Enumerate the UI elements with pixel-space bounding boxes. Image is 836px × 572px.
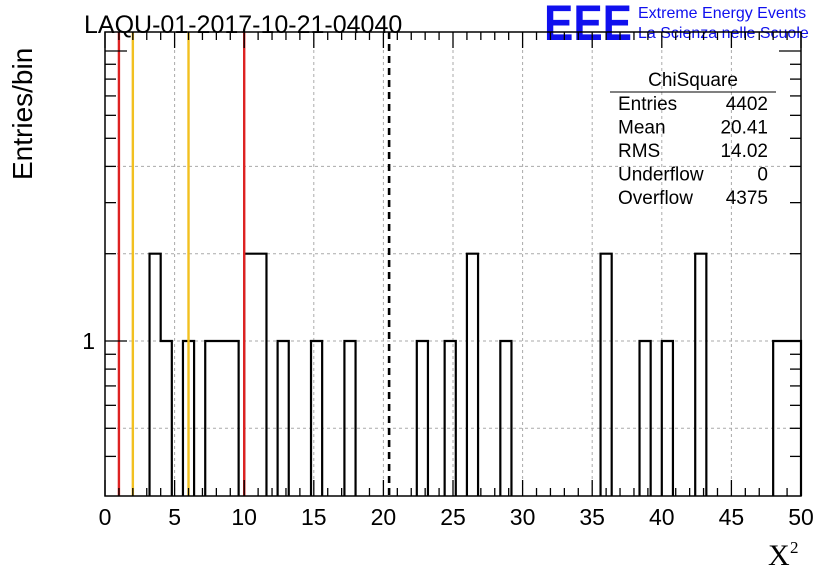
histogram-bin — [773, 341, 784, 496]
stats-row-value: 20.41 — [720, 118, 768, 139]
histogram-bin — [344, 341, 355, 496]
x-axis-label-superscript: 2 — [790, 538, 799, 557]
stats-row-label: RMS — [618, 141, 660, 162]
histogram-bin — [601, 254, 612, 496]
y-tick-label: 1 — [82, 328, 95, 354]
x-tick-label: 40 — [649, 504, 675, 530]
x-tick-labels: 0 5 10 15 20 25 30 35 40 45 50 — [99, 504, 814, 530]
stats-row-label: Overflow — [618, 188, 693, 209]
x-axis-label: X 2 — [768, 538, 799, 572]
logo-line-1: Extreme Energy Events — [638, 5, 806, 22]
histogram-bin — [695, 254, 706, 496]
x-tick-label: 10 — [231, 504, 257, 530]
x-tick-label: 0 — [99, 504, 112, 530]
x-tick-label: 35 — [579, 504, 605, 530]
histogram-bin — [500, 341, 511, 496]
x-axis-label-main: X — [768, 539, 790, 572]
stats-row-value: 14.02 — [720, 141, 768, 162]
histogram-bin — [467, 254, 478, 496]
histogram-bin — [784, 341, 795, 496]
histogram-bin — [445, 341, 456, 496]
x-tick-label: 45 — [719, 504, 745, 530]
stats-row-label: Entries — [618, 94, 677, 115]
stats-row-value: 4402 — [726, 94, 768, 115]
histogram-bars — [148, 252, 803, 496]
x-tick-label: 5 — [168, 504, 181, 530]
histogram-bin — [216, 341, 227, 496]
y-tick-labels: 1 — [82, 328, 95, 354]
stats-row-value: 4375 — [726, 188, 768, 209]
stats-row-label: Mean — [618, 118, 666, 139]
histogram-bin — [150, 254, 161, 496]
axis-ticks — [104, 32, 802, 496]
histogram-bin — [417, 341, 428, 496]
histogram-bin — [278, 341, 289, 496]
stats-title: ChiSquare — [648, 70, 738, 91]
logo-line-2: La Scienza nelle Scuole — [638, 25, 809, 42]
logo-mark: EEE — [544, 0, 632, 51]
x-tick-label: 30 — [510, 504, 536, 530]
histogram-bin — [640, 341, 651, 496]
histogram-bin — [205, 341, 216, 496]
histogram-bin — [311, 341, 322, 496]
histogram-bin — [255, 254, 266, 496]
x-tick-label: 15 — [301, 504, 327, 530]
x-tick-label: 50 — [788, 504, 814, 530]
x-tick-label: 20 — [371, 504, 397, 530]
stats-row-label: Underflow — [618, 165, 704, 186]
stats-rows: Entries 4402 Mean 20.41 RMS 14.02 Underflow 0 Ov… — [618, 94, 768, 209]
histogram-bin — [662, 341, 673, 496]
histogram-bin — [244, 254, 255, 496]
histogram-bin — [227, 341, 238, 496]
stats-box: ChiSquare Entries 4402 Mean 20.41 RMS 14.02 Un… — [610, 70, 776, 209]
reference-lines — [117, 32, 391, 496]
eee-logo: EEE Extreme Energy Events La Scienza nel… — [544, 0, 809, 51]
histogram-bin — [161, 341, 172, 496]
stats-row-value: 0 — [757, 165, 768, 186]
x-tick-label: 25 — [440, 504, 466, 530]
y-axis-label: Entries/bin — [7, 48, 38, 180]
